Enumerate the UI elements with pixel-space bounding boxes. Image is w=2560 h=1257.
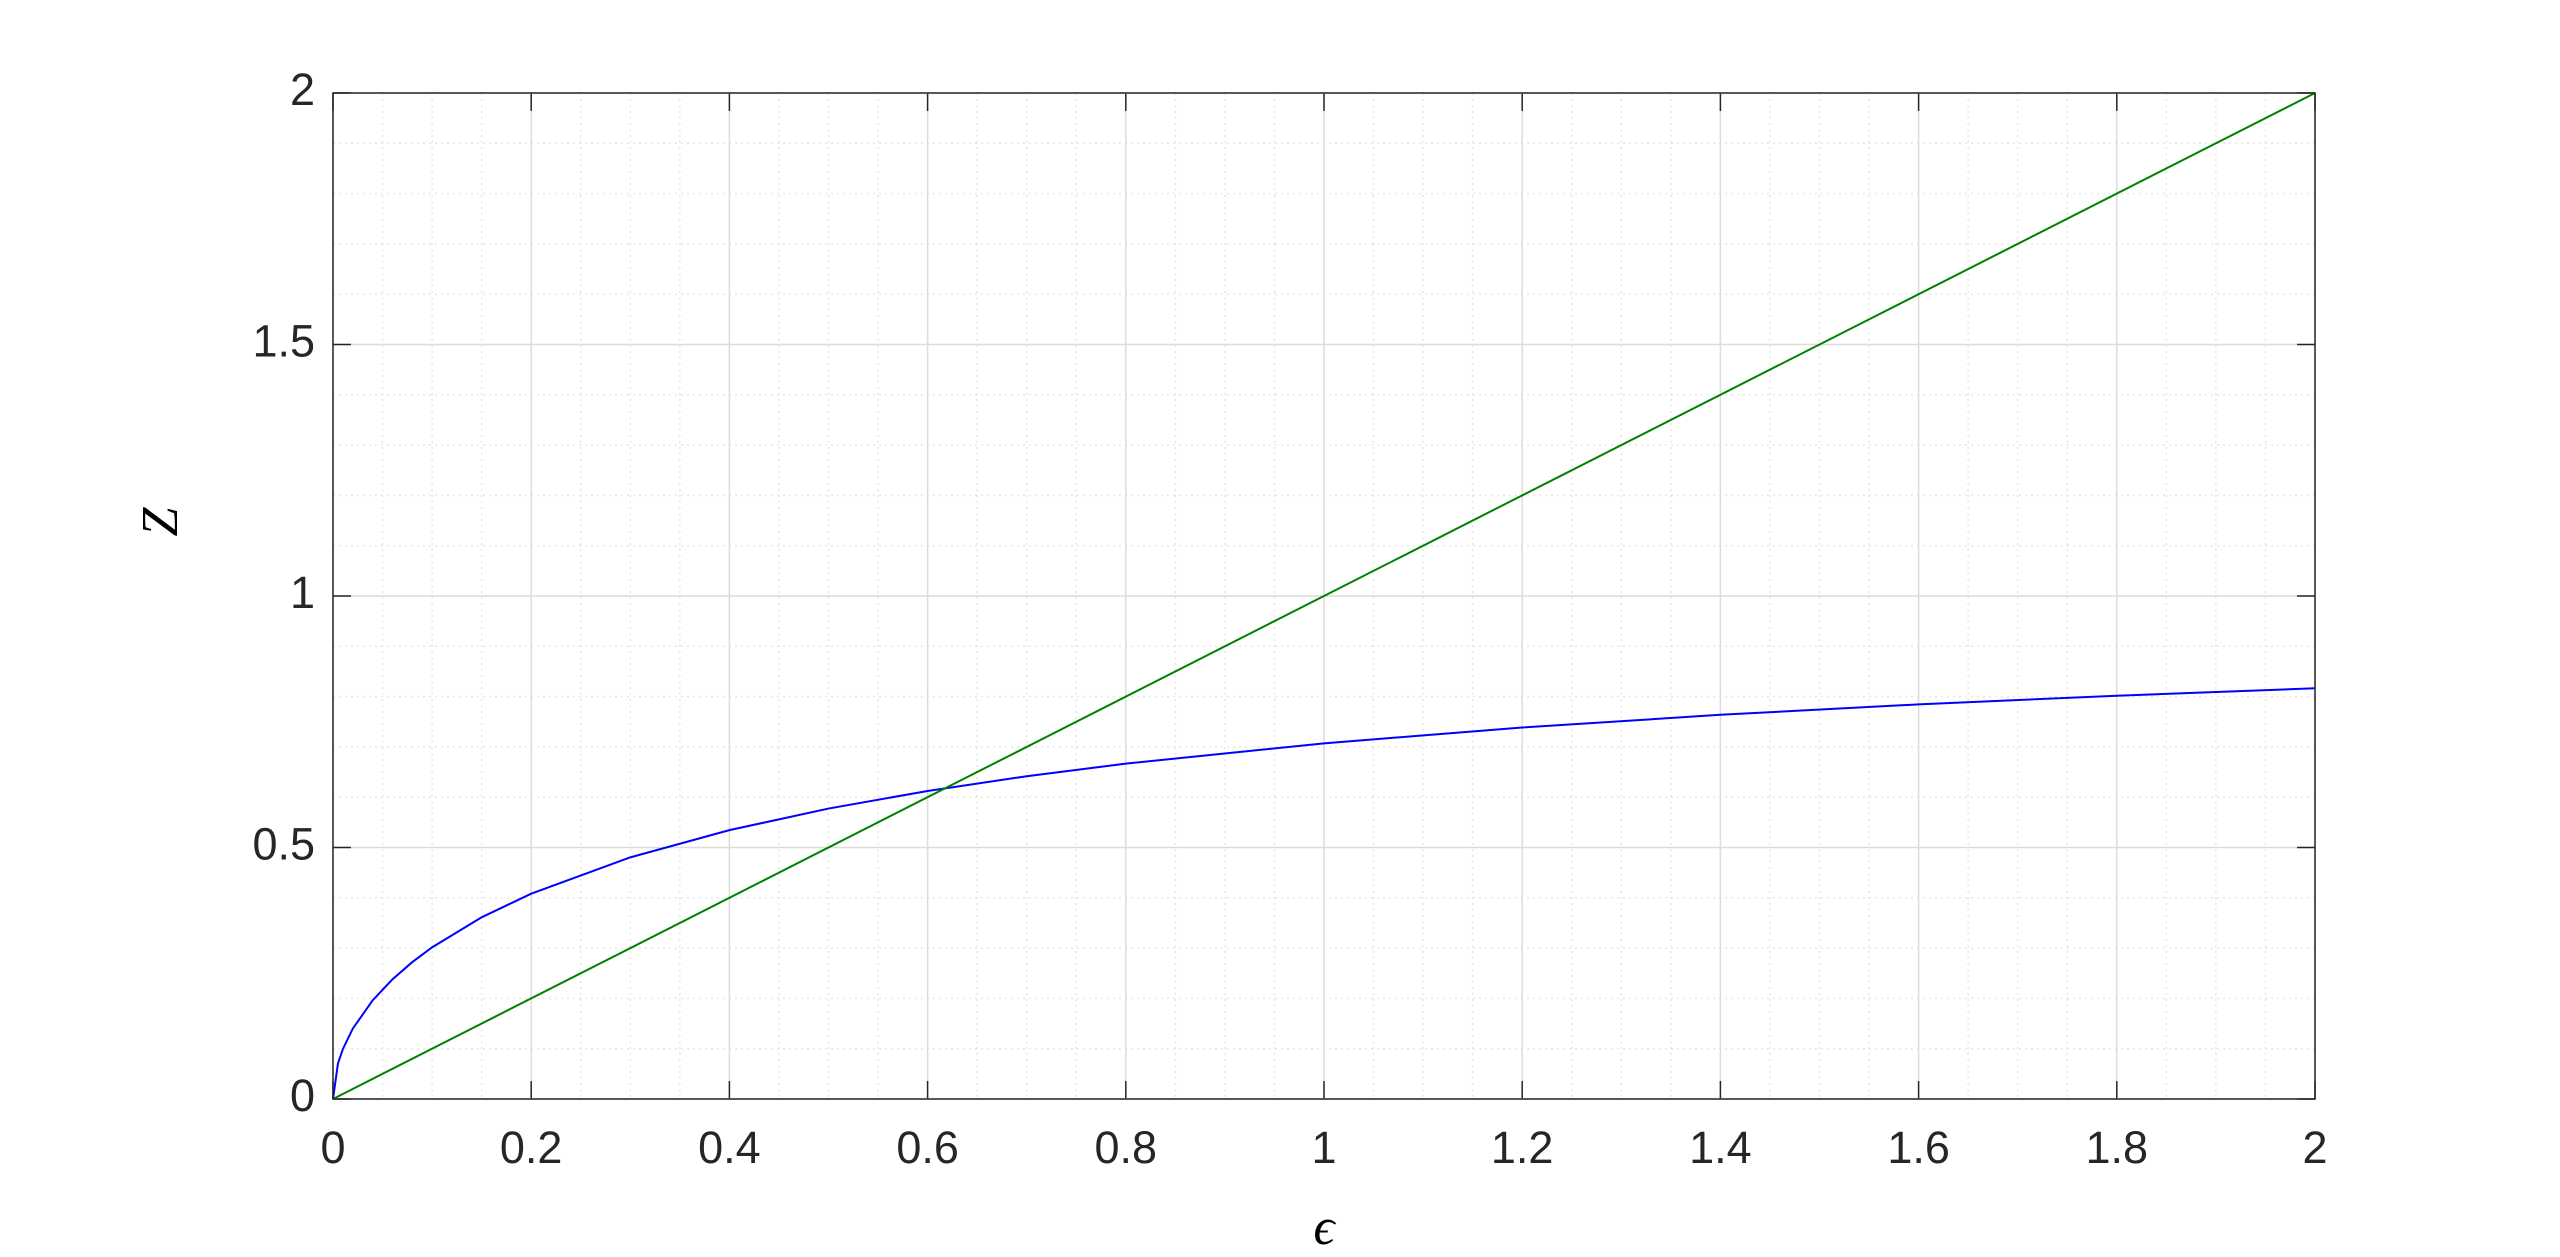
axes-box: [332, 92, 2316, 1100]
x-tick-label: 0.8: [1095, 1122, 1158, 1173]
x-tick-label: 0.4: [698, 1122, 761, 1173]
x-axis-label: ϵ: [1314, 1199, 1337, 1256]
x-tick-label: 1: [1311, 1122, 1336, 1173]
x-tick-label: 1.2: [1491, 1122, 1554, 1173]
y-tick-label: 0: [290, 1070, 315, 1121]
x-tick-label: 0.2: [500, 1122, 563, 1173]
y-axis-label: Z: [132, 506, 189, 536]
series-line: [332, 687, 2316, 1100]
x-tick-label: 1.6: [1887, 1122, 1950, 1173]
y-tick-label: 0.5: [252, 818, 315, 869]
x-tick-label: 0.6: [896, 1122, 959, 1173]
y-tick-label: 2: [290, 64, 315, 115]
x-tick-label: 1.4: [1689, 1122, 1752, 1173]
x-tick-label: 1.8: [2086, 1122, 2149, 1173]
y-tick-label: 1.5: [252, 315, 315, 366]
y-tick-label: 1: [290, 567, 315, 618]
x-tick-label: 0: [320, 1122, 345, 1173]
series-line: [332, 92, 2316, 1100]
x-tick-label: 2: [2302, 1122, 2327, 1173]
